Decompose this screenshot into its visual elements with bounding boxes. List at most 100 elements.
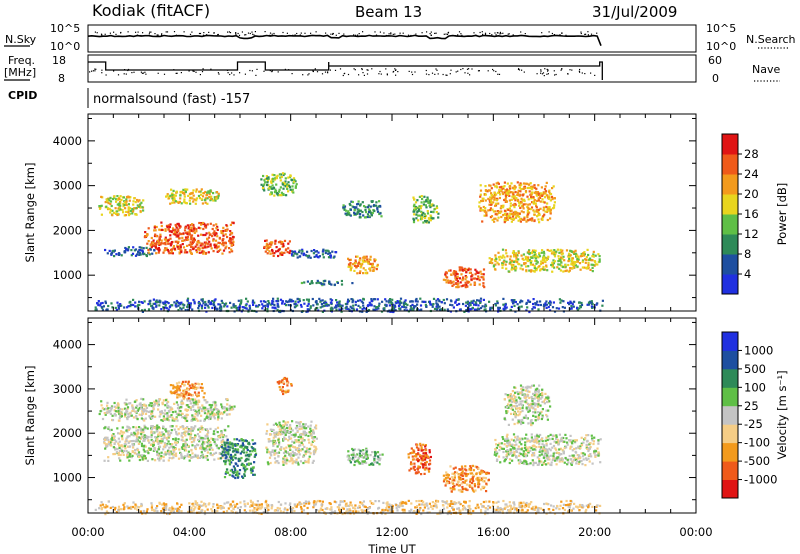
heatmap-cell	[147, 308, 151, 311]
nave-dot	[321, 73, 324, 75]
heatmap-cell	[402, 304, 406, 307]
heatmap-cell	[503, 256, 506, 259]
noise-dot	[154, 33, 156, 35]
heatmap-cell	[514, 300, 517, 304]
heatmap-cell	[412, 221, 416, 224]
heatmap-cell	[380, 215, 383, 218]
heatmap-cell	[190, 229, 193, 232]
heatmap-cell	[280, 194, 283, 197]
heatmap-cell	[559, 269, 562, 272]
heatmap-cell	[188, 231, 191, 234]
heatmap-cell	[187, 428, 191, 431]
heatmap-cell	[530, 197, 533, 200]
heatmap-cell	[207, 299, 210, 303]
heatmap-cell	[202, 192, 206, 195]
heatmap-cell	[207, 236, 211, 239]
heatmap-cell	[528, 211, 531, 214]
heatmap-cell	[232, 455, 235, 458]
heatmap-cell	[229, 242, 232, 245]
heatmap-cell	[594, 263, 597, 266]
heatmap-cell	[312, 252, 315, 255]
nave-dot	[362, 72, 364, 74]
heatmap-cell	[262, 300, 265, 303]
noise-dot	[561, 32, 563, 34]
heatmap-cell	[493, 217, 496, 220]
heatmap-cell	[111, 436, 114, 439]
heatmap-cell	[107, 407, 110, 410]
heatmap-cell	[591, 302, 594, 306]
heatmap-cell	[203, 419, 206, 422]
heatmap-cell	[291, 188, 294, 191]
heatmap-cell	[360, 300, 363, 303]
heatmap-cell	[236, 464, 239, 467]
heatmap-cell	[569, 302, 572, 305]
heatmap-cell	[214, 401, 217, 404]
heatmap-cell	[310, 434, 313, 437]
heatmap-cell	[324, 300, 327, 303]
heatmap-cell	[123, 445, 126, 448]
heatmap-cell	[538, 255, 542, 258]
heatmap-cell	[366, 215, 369, 219]
heatmap-cell	[530, 260, 533, 263]
heatmap-cell	[269, 440, 272, 443]
heatmap-cell	[504, 303, 507, 306]
heatmap-cell	[160, 228, 164, 231]
heatmap-cell	[115, 451, 118, 454]
heatmap-cell	[186, 297, 190, 300]
heatmap-cell	[188, 384, 191, 387]
heatmap-cell	[553, 310, 557, 313]
heatmap-cell	[420, 210, 423, 213]
heatmap-cell	[590, 301, 593, 304]
heatmap-cell	[109, 412, 112, 415]
heatmap-cell	[196, 395, 199, 398]
heatmap-cell	[266, 252, 269, 255]
heatmap-cell	[200, 444, 203, 447]
heatmap-cell	[278, 194, 281, 197]
nave-dot	[425, 69, 427, 72]
heatmap-cell	[205, 232, 208, 235]
heatmap-cell	[517, 198, 520, 201]
heatmap-cell	[155, 305, 158, 308]
heatmap-cell	[591, 306, 594, 309]
heatmap-cell	[182, 393, 185, 396]
heatmap-cell	[168, 225, 171, 229]
heatmap-cell	[181, 236, 184, 239]
heatmap-cell	[261, 303, 264, 306]
heatmap-cell	[311, 282, 314, 285]
freq-tick-bottom: 8	[58, 72, 65, 85]
heatmap-cell	[253, 455, 256, 458]
heatmap-cell	[135, 453, 139, 456]
heatmap-cell	[268, 187, 271, 190]
heatmap-cell	[266, 183, 269, 187]
heatmap-cell	[291, 300, 295, 303]
heatmap-cell	[525, 269, 528, 272]
heatmap-cell	[135, 213, 138, 216]
heatmap-cell	[286, 187, 289, 190]
heatmap-cell	[287, 247, 290, 250]
heatmap-cell	[123, 431, 126, 434]
nave-dot	[101, 69, 103, 71]
heatmap-cell	[452, 280, 455, 283]
heatmap-cell	[140, 431, 143, 434]
heatmap-cell	[510, 182, 513, 185]
heatmap-cell	[192, 189, 195, 192]
heatmap-cell	[162, 433, 165, 436]
heatmap-cell	[198, 303, 201, 306]
heatmap-cell	[204, 197, 207, 200]
heatmap-cell	[233, 304, 236, 308]
heatmap-cell	[188, 459, 191, 462]
heatmap-cell	[373, 209, 376, 213]
heatmap-cell	[275, 183, 278, 186]
nave-dot	[493, 70, 495, 72]
heatmap-cell	[545, 194, 548, 197]
heatmap-cell	[149, 302, 152, 305]
heatmap-cell	[178, 395, 181, 398]
heatmap-cell	[307, 458, 310, 461]
heatmap-cell	[206, 451, 209, 454]
heatmap-cell	[592, 250, 595, 253]
heatmap-cell	[389, 298, 392, 301]
heatmap-cell	[539, 300, 542, 303]
heatmap-cell	[184, 455, 187, 458]
heatmap-cell	[583, 253, 586, 256]
heatmap-cell	[412, 217, 415, 220]
